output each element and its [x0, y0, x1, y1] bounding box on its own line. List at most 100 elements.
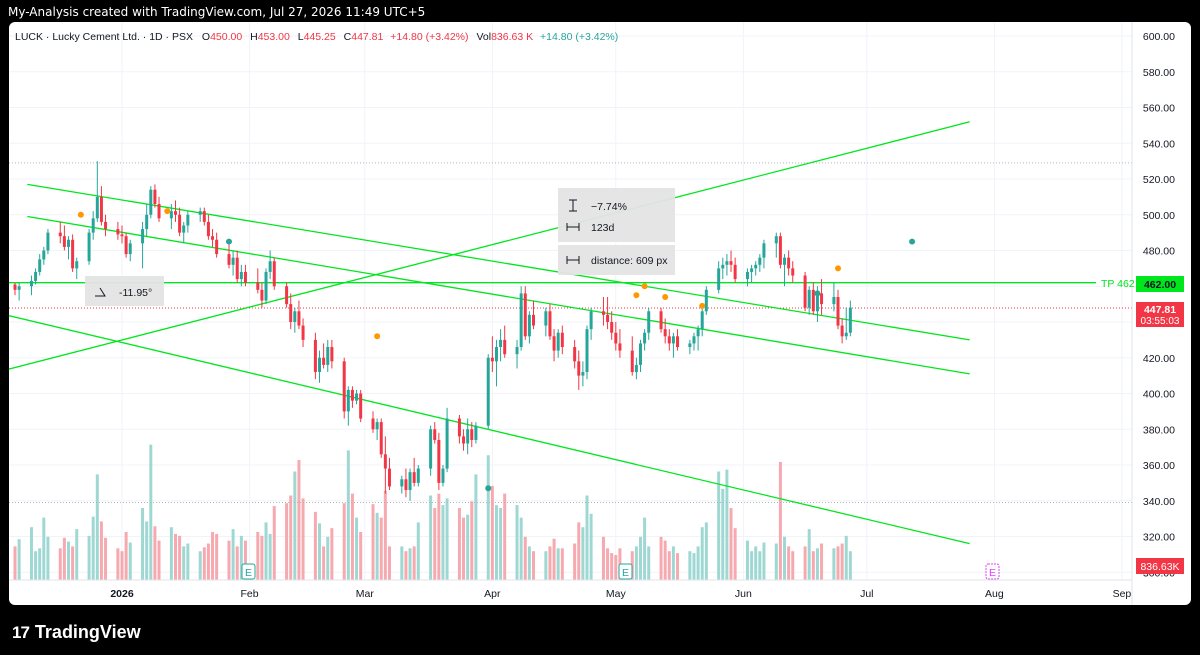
volume-bar	[848, 551, 852, 580]
volume-bar	[404, 551, 408, 580]
volume-bar	[67, 541, 71, 580]
volume-bar	[124, 532, 128, 580]
trendline[interactable]	[27, 183, 970, 341]
candle-body	[322, 357, 326, 365]
candle-body	[400, 479, 404, 487]
candle-body	[182, 225, 186, 233]
candle-body	[206, 221, 210, 237]
event-label-1: E	[245, 567, 252, 579]
candle-body	[663, 329, 667, 337]
event-label-3: E	[989, 567, 996, 579]
volume-bar	[778, 461, 782, 580]
volume-bar	[494, 505, 498, 580]
candle-body	[445, 418, 449, 469]
price-tick: 580.00	[1143, 67, 1175, 79]
candle-body	[729, 261, 733, 265]
earnings-event-1[interactable]	[241, 563, 256, 580]
legend-vol-label: Vol	[476, 31, 491, 43]
candle-body	[38, 259, 42, 272]
candle-body	[647, 311, 651, 333]
candle-body	[387, 468, 391, 487]
candle-body	[696, 329, 700, 337]
candlestick-chart[interactable]: LUCK · Lucky Cement Ltd. · 1D · PSX O450…	[9, 22, 1191, 605]
candle-body	[717, 268, 721, 290]
candle-body	[437, 439, 441, 483]
measure-tool[interactable]: −7.74% 123d distance: 609 px	[558, 188, 675, 275]
volume-bar	[301, 498, 305, 580]
price-axis[interactable]: 600.00 580.00 560.00 540.00 520.00 500.00 480.…	[1131, 22, 1175, 605]
candle-body	[791, 268, 795, 276]
volume-bar	[457, 508, 461, 580]
candle-body	[692, 336, 696, 344]
volume-bar	[318, 523, 322, 580]
signal-marker	[633, 292, 640, 299]
time-axis[interactable]: 2026 Feb Mar Apr May Jun Jul Aug Sep	[9, 579, 1132, 600]
candle-body	[297, 311, 301, 326]
volume-bar	[99, 521, 103, 580]
candle-body	[157, 204, 161, 219]
candle-body	[71, 239, 75, 269]
candle-body	[75, 261, 79, 269]
volume-bar	[198, 551, 202, 580]
volume-bar	[832, 548, 836, 580]
candle-body	[581, 372, 585, 376]
volume-bar	[577, 522, 581, 580]
volume-bar	[745, 540, 749, 580]
candle-body	[832, 296, 836, 305]
trendline[interactable]	[9, 121, 970, 374]
event-markers[interactable]: E E E	[241, 563, 1000, 580]
candle-body	[359, 393, 363, 419]
tradingview-brand[interactable]: 17 TradingView	[12, 622, 141, 643]
candle-body	[433, 429, 437, 440]
candle-body	[173, 211, 177, 215]
signal-marker	[225, 238, 232, 245]
trendline[interactable]	[9, 311, 970, 545]
volume-bar	[688, 551, 692, 580]
volume-bar	[486, 455, 490, 580]
candle-body	[342, 361, 346, 412]
volume-bar	[182, 546, 186, 580]
volume-label: 836.63K	[1140, 561, 1179, 573]
horizontal-lines	[9, 162, 1132, 504]
volume-bar	[466, 514, 470, 580]
volume-bar	[721, 488, 725, 580]
time-tick: 2026	[110, 588, 134, 600]
time-tick: Feb	[241, 588, 259, 600]
trendlines[interactable]	[9, 121, 970, 545]
volume-bar	[355, 517, 359, 580]
volume-bar	[470, 501, 474, 580]
trendline[interactable]	[27, 215, 970, 375]
volume-bar	[820, 543, 824, 580]
top-bar: My-Analysis created with TradingView.com…	[0, 0, 1200, 22]
candle-body	[120, 234, 124, 237]
volume-bar	[717, 471, 721, 580]
candle-body	[762, 243, 766, 258]
candle-body	[198, 211, 202, 215]
candle-body	[301, 325, 305, 340]
candle-body	[552, 336, 556, 351]
grid	[9, 22, 1132, 580]
volume-bar	[754, 546, 758, 580]
price-tick: 360.00	[1143, 460, 1175, 472]
earnings-event-2[interactable]	[618, 563, 633, 580]
candle-body	[671, 336, 675, 344]
candle-body	[733, 264, 737, 280]
candle-body	[745, 271, 749, 280]
chart-panel[interactable]: LUCK · Lucky Cement Ltd. · 1D · PSX O450…	[9, 22, 1191, 605]
volume-bar	[614, 555, 618, 580]
volume-bar	[75, 529, 79, 580]
candle-body	[803, 275, 807, 308]
candle-body	[116, 229, 120, 235]
angle-tool[interactable]: -11.95°	[85, 276, 164, 306]
candle-body	[659, 311, 663, 330]
candle-body	[585, 329, 589, 373]
legend-symbol: LUCK · Lucky Cement Ltd. · 1D · PSX	[15, 31, 193, 43]
candle-body	[58, 232, 62, 237]
volume-bar	[34, 551, 38, 580]
volume-bar	[289, 495, 293, 580]
candle-body	[560, 332, 564, 348]
volume-bar	[462, 517, 466, 580]
earnings-event-upcoming[interactable]	[985, 563, 1000, 580]
volume-bar	[840, 543, 844, 580]
volume-bar	[178, 535, 182, 580]
